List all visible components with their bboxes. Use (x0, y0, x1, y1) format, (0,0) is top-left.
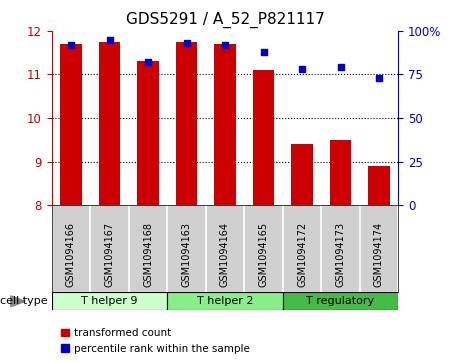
Text: T helper 2: T helper 2 (197, 296, 253, 306)
Polygon shape (11, 296, 25, 307)
Text: GSM1094163: GSM1094163 (181, 222, 192, 287)
Bar (52, 292, 167, 310)
Point (375, 75, 382, 81)
Point (68, 42, 75, 48)
Text: cell type: cell type (0, 296, 47, 306)
Bar (214, 44, 236, 205)
Point (144, 59, 152, 65)
Point (183, 40, 190, 46)
Bar (137, 61, 158, 205)
Title: GDS5291 / A_52_P821117: GDS5291 / A_52_P821117 (126, 12, 324, 28)
Bar (292, 144, 313, 205)
Bar (283, 292, 398, 310)
Legend: transformed count, percentile rank within the sample: transformed count, percentile rank withi… (57, 324, 254, 358)
Bar (176, 42, 197, 205)
Text: T regulatory: T regulatory (306, 296, 374, 306)
Bar (60, 44, 81, 205)
Bar (99, 42, 120, 205)
Text: GSM1094167: GSM1094167 (104, 222, 114, 287)
Text: GSM1094173: GSM1094173 (336, 222, 346, 287)
Text: GSM1094164: GSM1094164 (220, 222, 230, 287)
Text: GSM1094165: GSM1094165 (258, 222, 269, 287)
Point (106, 37, 113, 42)
Text: GSM1094172: GSM1094172 (297, 222, 307, 287)
Bar (369, 166, 390, 205)
Bar (253, 70, 274, 205)
Bar (330, 140, 351, 205)
Text: T helper 9: T helper 9 (81, 296, 138, 306)
Point (260, 49, 267, 55)
Point (337, 65, 344, 70)
Text: GSM1094166: GSM1094166 (66, 222, 76, 287)
Point (221, 42, 229, 48)
Point (298, 66, 306, 72)
Text: GSM1094168: GSM1094168 (143, 222, 153, 287)
Text: GSM1094174: GSM1094174 (374, 222, 384, 287)
Bar (167, 292, 283, 310)
